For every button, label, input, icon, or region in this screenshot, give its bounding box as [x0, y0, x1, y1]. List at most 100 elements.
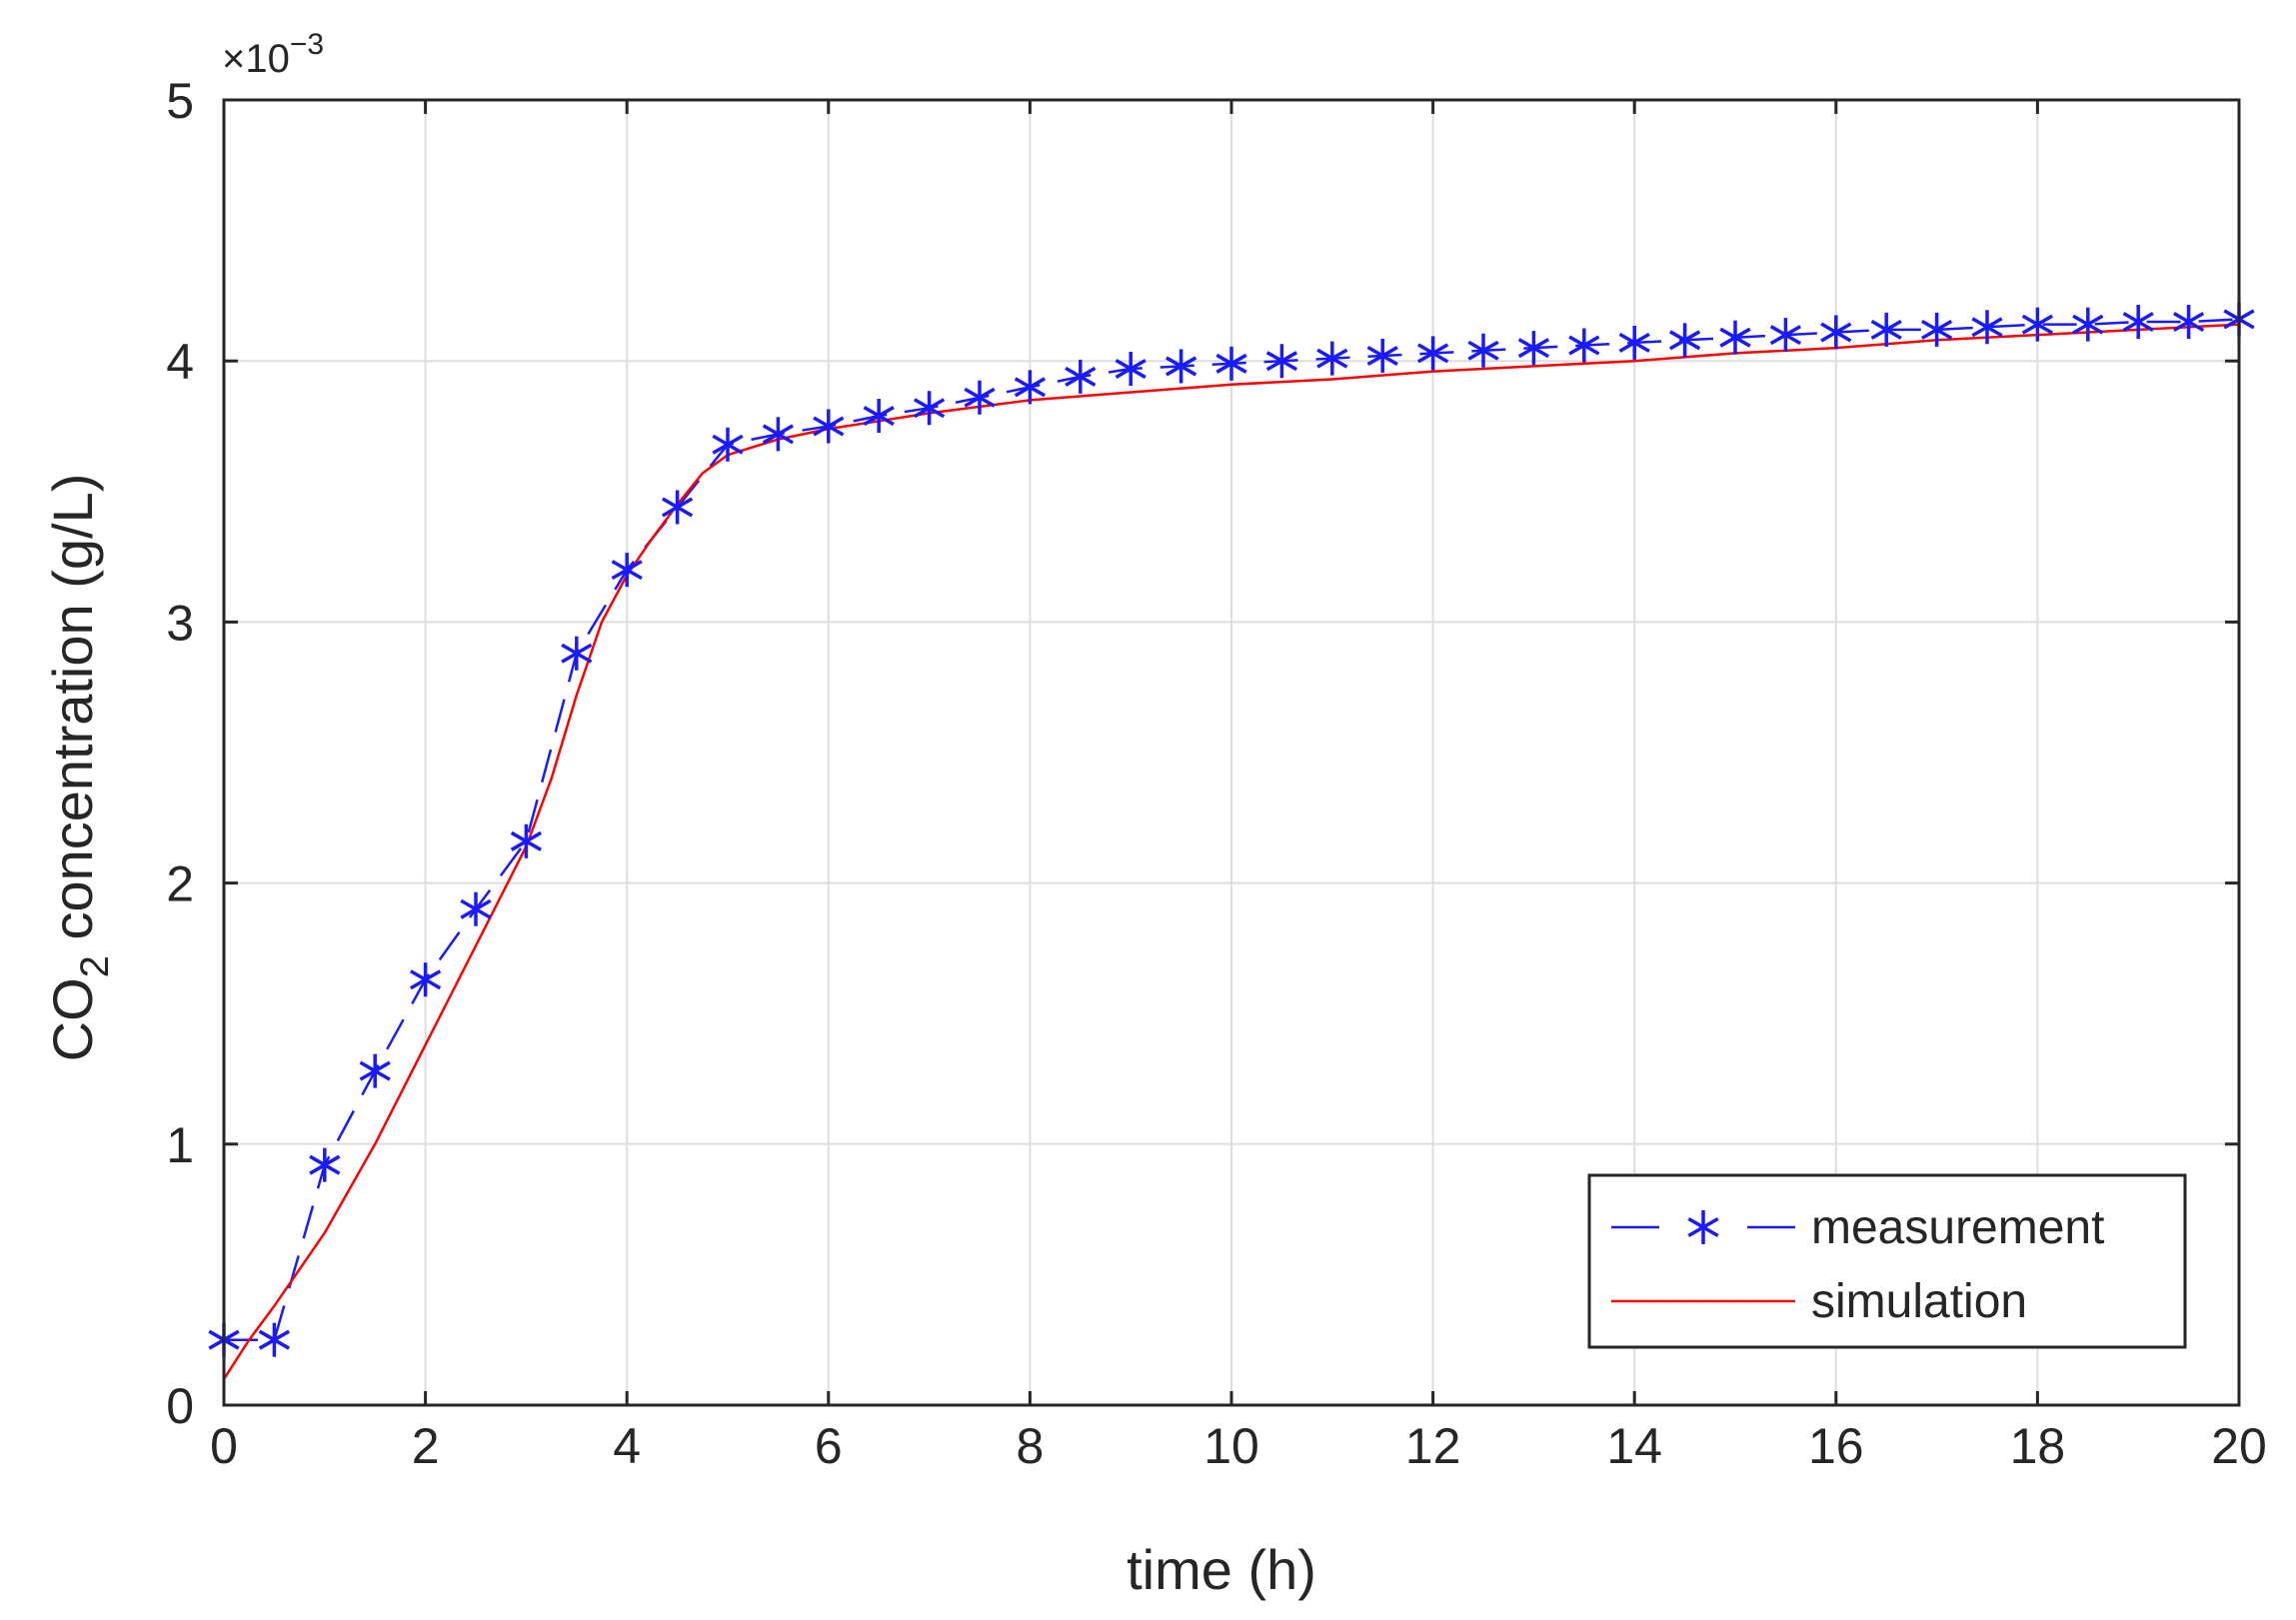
measurement-point [510, 823, 542, 858]
measurement-point [611, 553, 643, 588]
measurement-point [410, 962, 442, 997]
measurement-point [2072, 307, 2104, 342]
measurement-point [1568, 328, 1600, 363]
marker-stroke [1165, 356, 1197, 377]
marker-stroke [460, 898, 492, 919]
marker-stroke [1115, 359, 1147, 380]
marker-stroke [1870, 319, 1902, 340]
x-tick-label: 2 [412, 1418, 440, 1474]
marker-stroke [1366, 345, 1398, 366]
x-tick-label: 14 [1606, 1418, 1662, 1474]
measurement-point [762, 417, 794, 452]
marker-stroke [2021, 314, 2053, 335]
marker-stroke [762, 424, 794, 445]
measurement-point [309, 1147, 341, 1182]
measurement-point [1517, 331, 1549, 366]
x-tick-label: 0 [210, 1418, 238, 1474]
measurement-point [1618, 325, 1650, 360]
measurement-point [863, 399, 895, 434]
y-tick-label: 3 [166, 595, 194, 651]
marker-stroke [1769, 325, 1801, 346]
measurement-point [1165, 349, 1197, 384]
measurement-point [1921, 312, 1953, 347]
marker-stroke [914, 398, 946, 419]
marker-stroke [359, 1060, 391, 1081]
y-tick-label: 5 [166, 73, 194, 129]
measurement-point [1719, 320, 1751, 355]
marker-stroke [510, 830, 542, 851]
marker-stroke [964, 387, 996, 408]
y-tick-label: 1 [166, 1117, 194, 1173]
x-tick-label: 16 [1808, 1418, 1864, 1474]
legend-asterisk [1687, 1210, 1719, 1244]
marker-stroke [1265, 351, 1297, 372]
measurement-point [813, 409, 845, 444]
measurement-point [1870, 312, 1902, 347]
marker-stroke [1618, 332, 1650, 353]
measurement-point [1669, 323, 1701, 358]
marker-stroke [813, 416, 845, 437]
measurement-point [1316, 341, 1348, 376]
measurement-point [712, 427, 744, 462]
marker-stroke [1065, 366, 1097, 387]
x-tick-label: 18 [2010, 1418, 2066, 1474]
measurement-point [964, 380, 996, 415]
y-tick-label: 4 [166, 334, 194, 390]
measurement-point [1215, 346, 1247, 381]
x-tick-label: 4 [613, 1418, 641, 1474]
x-tick-label: 10 [1203, 1418, 1259, 1474]
y-tick-label: 0 [166, 1378, 194, 1434]
measurement-point [2122, 305, 2154, 340]
measurement-point [1467, 333, 1499, 368]
y-scale-exponent: −3 [290, 28, 324, 61]
y-scale-base: ×10 [222, 37, 290, 81]
y-axis-label: CO2 concentration (g/L) [41, 474, 117, 1062]
marker-stroke [1568, 335, 1600, 356]
y-scale-factor: ×10−3 [222, 28, 324, 81]
y-tick-label: 2 [166, 856, 194, 912]
measurement-point [1014, 370, 1046, 405]
marker-stroke [258, 1329, 290, 1350]
marker-stroke [712, 434, 744, 455]
marker-stroke [561, 643, 593, 664]
marker-stroke [309, 1154, 341, 1175]
measurement-point [2173, 305, 2205, 340]
measurement-point [1265, 344, 1297, 379]
marker-stroke [1820, 322, 1852, 343]
measurement-point [662, 490, 694, 525]
x-tick-label: 20 [2211, 1418, 2267, 1474]
y-axis-label-main: CO [41, 977, 104, 1061]
marker-stroke [1467, 340, 1499, 361]
marker-stroke [1517, 338, 1549, 359]
marker-stroke [410, 969, 442, 990]
legend-measurement-label: measurement [1811, 1201, 2104, 1254]
marker-stroke [1921, 319, 1953, 340]
marker-stroke [863, 406, 895, 427]
measurement-point [258, 1322, 290, 1357]
measurement-point [1366, 338, 1398, 373]
x-tick-label: 8 [1016, 1418, 1044, 1474]
measurement-point [460, 891, 492, 926]
measurement-point [1820, 315, 1852, 350]
legend-box [1587, 1173, 2187, 1349]
measurement-point [1417, 336, 1449, 371]
marker-stroke [1687, 1216, 1719, 1238]
measurement-point [1971, 310, 2003, 345]
marker-stroke [2173, 312, 2205, 333]
x-tick-label: 12 [1405, 1418, 1461, 1474]
measurement-point [1065, 359, 1097, 394]
measurement-point [914, 391, 946, 426]
marker-stroke [1669, 330, 1701, 351]
legend-simulation-label: simulation [1811, 1275, 2027, 1328]
marker-stroke [611, 560, 643, 581]
marker-stroke [1316, 348, 1348, 369]
measurement-point [1115, 352, 1147, 387]
marker-stroke [1971, 317, 2003, 338]
measurement-point [2021, 307, 2053, 342]
chart-legend: measurement simulation [1587, 1173, 2187, 1349]
marker-stroke [1719, 327, 1751, 348]
marker-stroke [662, 497, 694, 518]
